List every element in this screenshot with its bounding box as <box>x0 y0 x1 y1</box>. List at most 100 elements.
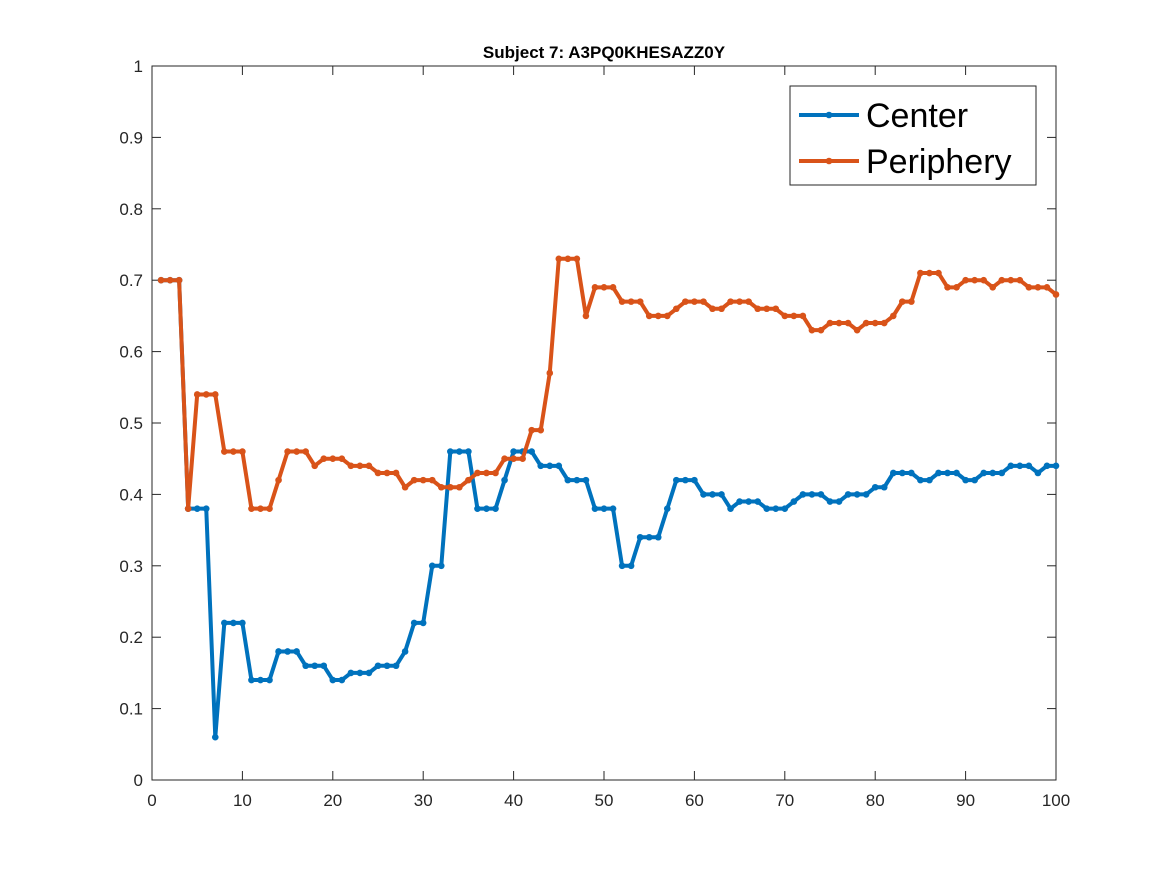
data-point <box>926 476 933 484</box>
data-point <box>419 619 427 627</box>
data-point <box>754 305 761 313</box>
data-point <box>356 669 364 677</box>
data-point <box>1025 284 1033 291</box>
data-point <box>221 619 228 627</box>
data-point <box>908 469 915 477</box>
data-point <box>221 448 228 455</box>
data-point <box>682 298 689 305</box>
data-point <box>284 648 291 655</box>
data-point <box>239 448 246 455</box>
data-point <box>763 505 771 512</box>
data-point <box>320 662 328 670</box>
legend-box <box>789 85 1037 186</box>
data-point <box>998 276 1006 284</box>
data-point <box>899 298 906 305</box>
data-point <box>663 312 671 320</box>
data-point <box>654 312 662 320</box>
data-point <box>248 505 255 512</box>
data-point <box>564 255 572 263</box>
data-point <box>862 491 870 498</box>
y-tick-label: 0.6 <box>119 343 143 362</box>
data-point <box>917 269 924 277</box>
data-point <box>501 476 508 484</box>
data-point <box>193 505 201 512</box>
data-point <box>202 391 210 398</box>
data-point <box>193 391 201 398</box>
legend: Center Periphery <box>789 85 1037 186</box>
data-point <box>799 491 807 498</box>
data-point <box>645 533 653 541</box>
data-point <box>311 662 319 670</box>
x-tick-label: 10 <box>233 791 252 810</box>
data-point <box>871 483 879 491</box>
data-point <box>763 305 771 313</box>
data-point <box>582 312 590 320</box>
data-point <box>627 298 635 305</box>
data-point <box>374 662 382 670</box>
x-tick-label: 50 <box>595 791 614 810</box>
data-point <box>727 298 734 305</box>
data-point <box>437 562 445 570</box>
data-point <box>971 276 978 284</box>
data-point <box>591 284 599 291</box>
data-point <box>1034 284 1042 291</box>
x-tick-label: 90 <box>956 791 975 810</box>
data-point <box>709 305 716 313</box>
data-point <box>347 669 355 677</box>
data-point <box>582 476 590 484</box>
data-point <box>627 562 635 570</box>
x-tick-label: 70 <box>775 791 794 810</box>
data-point <box>275 648 282 655</box>
data-point <box>465 476 472 484</box>
data-point <box>555 462 563 470</box>
data-point <box>980 276 987 284</box>
data-point <box>510 455 517 463</box>
y-tick-label: 0.9 <box>119 128 143 147</box>
x-tick-label: 30 <box>414 791 433 810</box>
y-tick-label: 0 <box>134 771 143 790</box>
data-point <box>202 505 210 512</box>
data-point <box>374 469 382 477</box>
data-point <box>401 648 409 655</box>
data-point <box>591 505 599 512</box>
data-point <box>311 462 319 470</box>
data-point <box>293 648 300 655</box>
data-point <box>826 319 834 327</box>
data-point <box>799 312 807 320</box>
data-point <box>673 305 680 313</box>
y-tick-label: 0.1 <box>119 700 143 719</box>
data-point <box>1043 284 1051 291</box>
data-point <box>835 498 843 505</box>
data-point <box>998 469 1006 477</box>
data-point <box>673 476 680 484</box>
data-point <box>645 312 653 320</box>
legend-label: Center <box>866 97 968 135</box>
data-point <box>211 391 219 398</box>
data-point <box>537 426 545 434</box>
data-point <box>899 469 906 477</box>
data-point <box>844 491 852 498</box>
data-point <box>618 562 626 570</box>
y-tick-label: 1 <box>134 57 143 76</box>
data-point <box>474 469 481 477</box>
data-point <box>835 319 843 327</box>
data-point <box>926 269 933 277</box>
data-point <box>618 298 626 305</box>
data-point <box>338 455 346 463</box>
data-point <box>962 276 969 284</box>
data-point <box>1016 276 1024 284</box>
data-point <box>1052 291 1060 298</box>
data-point <box>419 476 427 484</box>
legend-label: Periphery <box>866 143 1012 181</box>
data-point <box>275 476 282 484</box>
data-point <box>754 498 761 505</box>
data-point <box>428 476 436 484</box>
data-point <box>781 312 789 320</box>
data-point <box>609 284 617 291</box>
data-point <box>356 462 364 470</box>
data-point <box>401 483 409 491</box>
data-point <box>817 326 825 334</box>
data-point <box>781 505 789 512</box>
data-point <box>211 733 219 741</box>
